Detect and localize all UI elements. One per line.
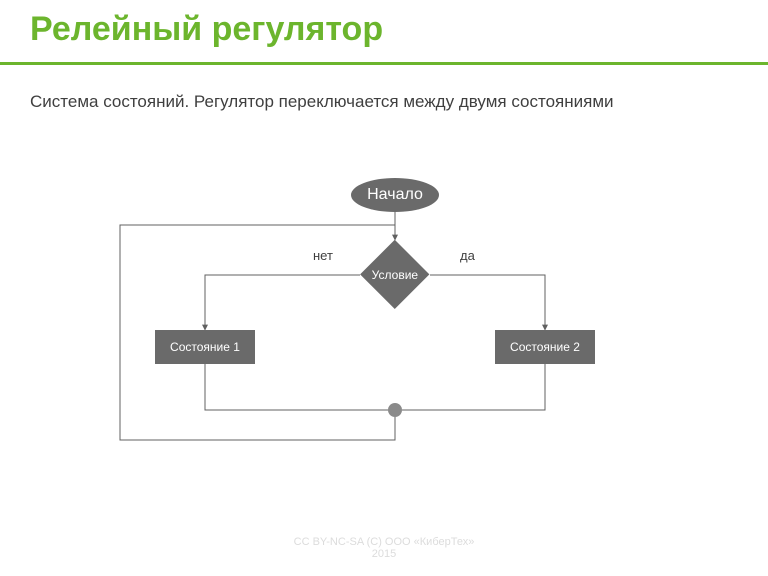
- node-condition-label: Условие: [372, 268, 418, 282]
- footer: CC BY-NC-SA (C) ООО «КиберТех» 2015: [0, 536, 768, 560]
- node-start: Начало: [351, 178, 439, 212]
- node-state2-label: Состояние 2: [510, 340, 580, 354]
- node-state1: Состояние 1: [155, 330, 255, 364]
- flowchart: Начало Условие Состояние 1 Состояние 2 н…: [0, 0, 768, 576]
- node-start-label: Начало: [367, 186, 423, 204]
- edge-label-no: нет: [313, 248, 333, 263]
- footer-line2: 2015: [0, 548, 768, 560]
- edge-label-yes: да: [460, 248, 475, 263]
- node-state1-label: Состояние 1: [170, 340, 240, 354]
- footer-line1: CC BY-NC-SA (C) ООО «КиберТех»: [0, 536, 768, 548]
- node-junction: [388, 403, 402, 417]
- node-state2: Состояние 2: [495, 330, 595, 364]
